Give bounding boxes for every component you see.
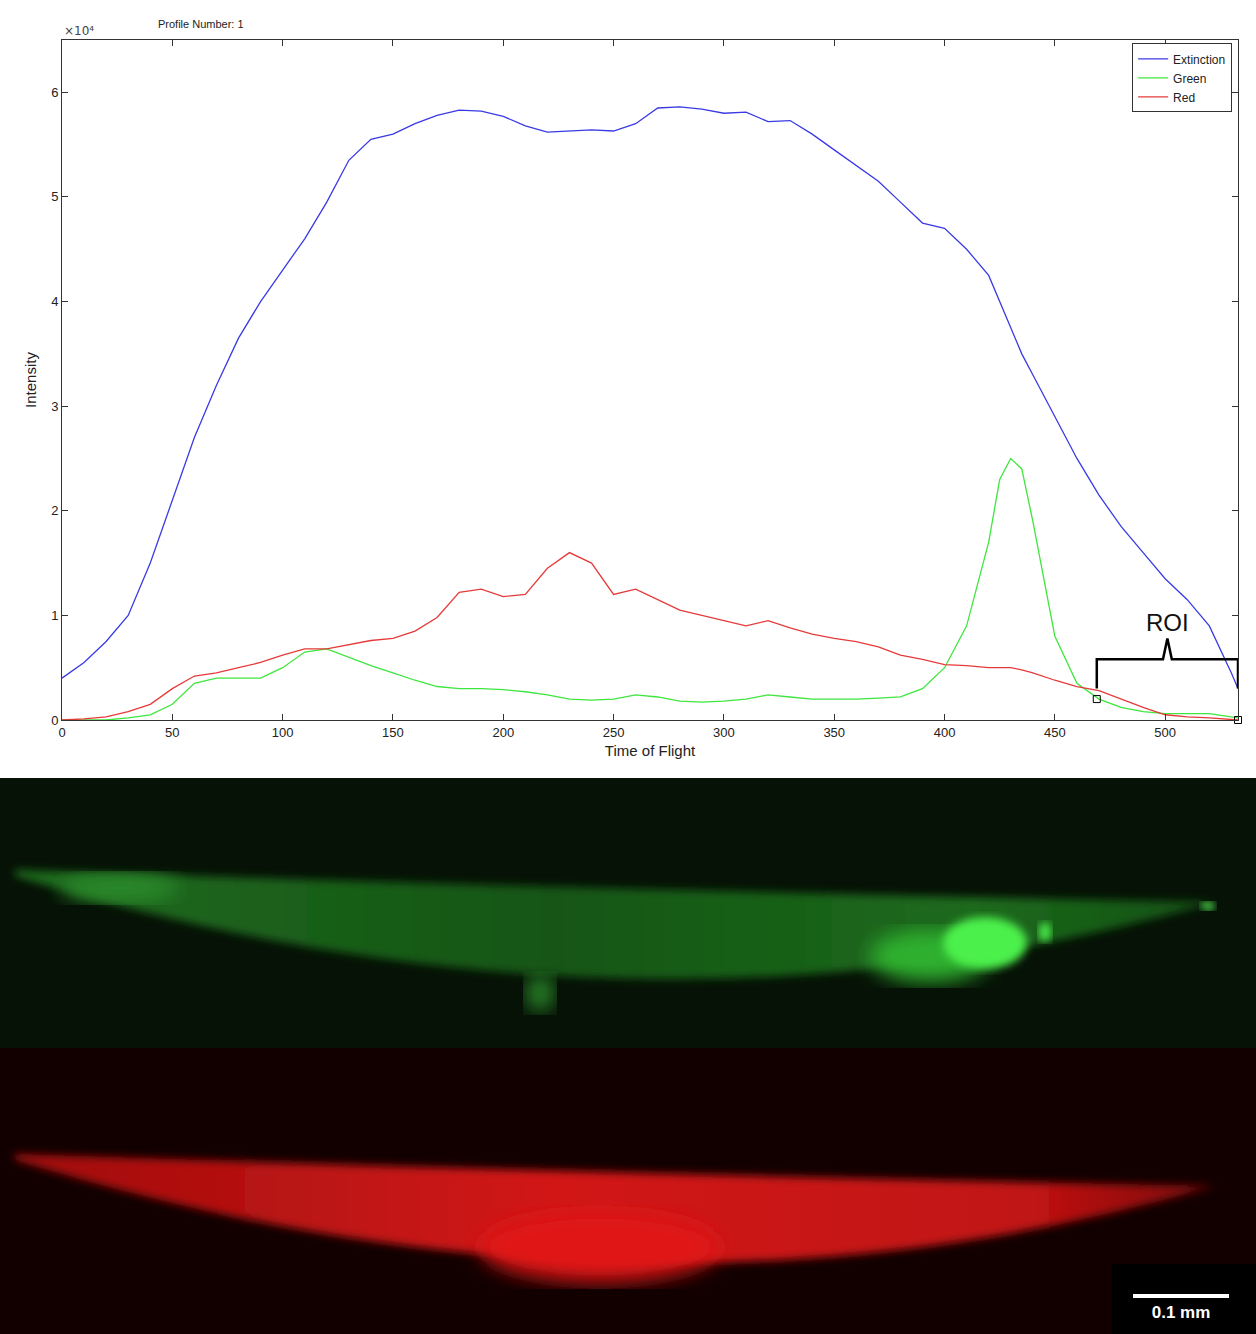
- svg-text:Intensity: Intensity: [22, 352, 39, 408]
- svg-text:×10⁴: ×10⁴: [64, 24, 94, 38]
- svg-text:300: 300: [713, 725, 735, 740]
- svg-text:0: 0: [51, 713, 58, 728]
- svg-text:Time of Flight: Time of Flight: [605, 742, 696, 759]
- svg-text:0: 0: [58, 725, 65, 740]
- svg-text:200: 200: [492, 725, 514, 740]
- svg-text:3: 3: [51, 399, 58, 414]
- svg-text:0.1 mm: 0.1 mm: [1152, 1303, 1211, 1322]
- svg-text:5: 5: [51, 189, 58, 204]
- svg-text:450: 450: [1044, 725, 1066, 740]
- svg-text:Extinction: Extinction: [1173, 53, 1225, 67]
- svg-text:4: 4: [51, 294, 58, 309]
- svg-text:350: 350: [823, 725, 845, 740]
- svg-text:400: 400: [934, 725, 956, 740]
- svg-text:2: 2: [51, 503, 58, 518]
- svg-text:ROI: ROI: [1146, 609, 1189, 636]
- svg-text:50: 50: [165, 725, 179, 740]
- svg-text:250: 250: [603, 725, 625, 740]
- svg-text:Green: Green: [1173, 72, 1206, 86]
- svg-text:Profile Number: 1: Profile Number: 1: [158, 18, 244, 30]
- svg-text:150: 150: [382, 725, 404, 740]
- svg-text:Red: Red: [1173, 91, 1195, 105]
- svg-text:500: 500: [1154, 725, 1176, 740]
- svg-text:1: 1: [51, 608, 58, 623]
- svg-text:6: 6: [51, 85, 58, 100]
- svg-text:100: 100: [272, 725, 294, 740]
